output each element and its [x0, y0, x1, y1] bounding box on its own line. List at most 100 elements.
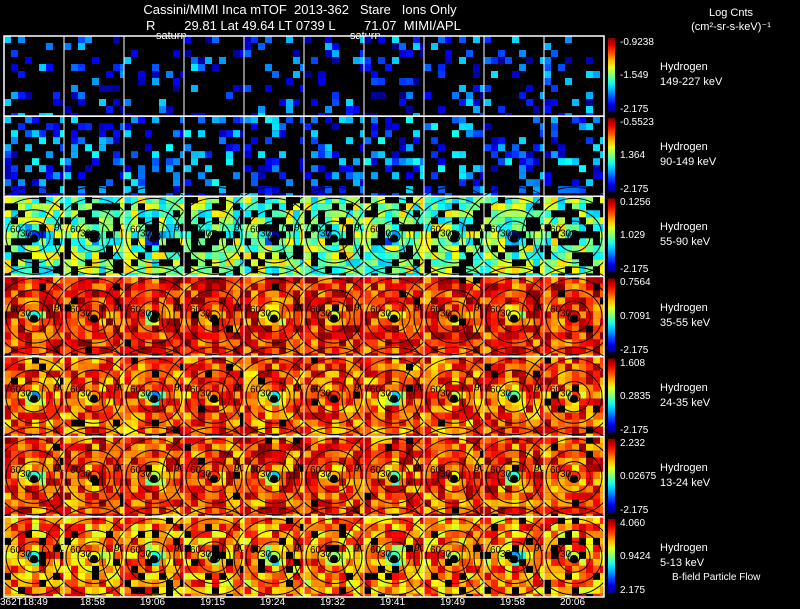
heatmap-cell [364, 273, 371, 277]
heatmap-cell [184, 426, 191, 434]
heatmap-cell [353, 363, 360, 371]
heatmap-cell [579, 196, 586, 204]
heatmap-cell [586, 283, 593, 291]
heatmap-cell [251, 377, 258, 385]
heatmap-cell [85, 332, 92, 340]
heatmap-cell [325, 426, 332, 434]
heatmap-cell [124, 443, 131, 451]
heatmap-cell [184, 436, 191, 444]
heatmap-cell [99, 196, 106, 204]
heatmap-cell [491, 193, 498, 197]
heatmap-cell [71, 471, 78, 479]
heatmap-cell [540, 238, 544, 246]
heatmap-cell [579, 391, 586, 399]
heatmap-cell [78, 443, 85, 451]
heatmap-cell [339, 457, 346, 465]
heatmap-cell [226, 492, 233, 500]
contour-line [197, 220, 231, 253]
heatmap-cell [173, 318, 180, 326]
heatmap-cell [265, 478, 272, 486]
heatmap-cell [233, 443, 240, 451]
heatmap-cell [339, 492, 346, 500]
heatmap-cell [138, 332, 145, 340]
heatmap-cell [480, 85, 484, 92]
heatmap-cell [39, 356, 46, 364]
heatmap-cell [226, 485, 233, 493]
heatmap-cell [353, 57, 360, 64]
heatmap-cell [39, 443, 46, 451]
heatmap-cell [64, 419, 71, 427]
heatmap-cell [466, 50, 473, 57]
contour-label: 60 [430, 385, 442, 396]
heatmap-cell [399, 297, 406, 305]
heatmap-cell [431, 377, 438, 385]
heatmap-cell [431, 123, 438, 131]
heatmap-cell [544, 457, 551, 465]
heatmap-cell [353, 353, 360, 357]
heatmap-cell [491, 499, 498, 507]
heatmap-cell [244, 193, 251, 197]
heatmap-cell [272, 412, 279, 420]
heatmap-cell [371, 464, 378, 472]
heatmap-cell [18, 266, 25, 274]
heatmap-cell [445, 325, 452, 333]
heatmap-cell [180, 436, 184, 444]
heatmap-cell [71, 130, 78, 138]
heatmap-cell [459, 506, 466, 514]
heatmap-cell [413, 353, 420, 357]
heatmap-cell [25, 276, 32, 284]
heatmap-cell [480, 377, 484, 385]
heatmap-cell [131, 471, 138, 479]
heatmap-cell [311, 179, 318, 187]
heatmap-cell [240, 443, 244, 451]
heatmap-cell [399, 377, 406, 385]
heatmap-cell [459, 165, 466, 173]
heatmap-cell [392, 252, 399, 260]
heatmap-cell [131, 464, 138, 472]
heatmap-cell [205, 464, 212, 472]
heatmap-cell [491, 478, 498, 486]
heatmap-cell [71, 325, 78, 333]
heatmap-cell [244, 457, 251, 465]
heatmap-cell [92, 506, 99, 514]
heatmap-cell [184, 273, 191, 277]
heatmap-cell [240, 346, 244, 354]
heatmap-cell [491, 276, 498, 284]
heatmap-cell [438, 217, 445, 225]
heatmap-cell [173, 464, 180, 472]
heatmap-cell [92, 363, 99, 371]
heatmap-cell [240, 50, 244, 57]
heatmap-cell [473, 412, 480, 420]
heatmap-cell [18, 377, 25, 385]
contour-label: 30 [320, 228, 332, 239]
heatmap-cell [46, 196, 53, 204]
contour-line [545, 369, 603, 424]
heatmap-cell [339, 196, 346, 204]
heatmap-cell [184, 318, 191, 326]
heatmap-cell [166, 203, 173, 211]
heatmap-cell [145, 238, 152, 246]
heatmap-cell [533, 363, 540, 371]
heatmap-cell [325, 478, 332, 486]
heatmap-cell [353, 513, 360, 517]
heatmap-cell [152, 64, 159, 71]
heatmap-cell [371, 290, 378, 298]
heatmap-cell [286, 353, 293, 357]
heatmap-cell [438, 224, 445, 232]
heatmap-cell [99, 339, 106, 347]
heatmap-cell [484, 283, 491, 291]
heatmap-cell [198, 210, 205, 218]
heatmap-cell [498, 506, 505, 514]
heatmap-cell [385, 304, 392, 312]
contour-line [77, 380, 111, 413]
heatmap-cell [420, 377, 424, 385]
heatmap-cell [466, 433, 473, 437]
heatmap-cell [551, 99, 558, 106]
heatmap-cell [420, 158, 424, 166]
heatmap-cell [191, 304, 198, 312]
heatmap-cell [25, 224, 32, 232]
heatmap-cell [332, 506, 339, 514]
heatmap-cell [593, 116, 600, 124]
heatmap-cell [212, 179, 219, 187]
heatmap-cell [4, 433, 11, 437]
